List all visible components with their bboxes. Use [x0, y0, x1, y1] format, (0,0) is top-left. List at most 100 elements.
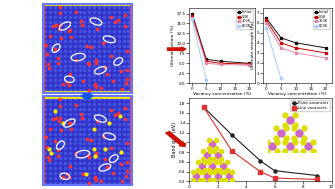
Point: [118, 162, 124, 165]
Point: [86, 181, 92, 184]
Point: [68, 29, 73, 32]
Point: [50, 24, 56, 27]
Point: [100, 134, 106, 137]
Initial: [218, 60, 222, 62]
300K: [190, 16, 194, 19]
Initial: [264, 16, 268, 19]
Point: [44, 43, 49, 46]
300K: [279, 47, 283, 49]
Point: [55, 62, 60, 65]
300K: [204, 62, 208, 64]
Point: [122, 25, 127, 28]
Point: [79, 116, 85, 119]
Point: [52, 109, 57, 112]
Point: [73, 59, 78, 62]
5GK: [264, 19, 268, 21]
Point: [46, 63, 51, 66]
Line: Line vacancies: Line vacancies: [202, 106, 319, 181]
Initial: [294, 42, 298, 44]
Point: [93, 83, 98, 86]
Line: Initial: Initial: [265, 16, 327, 49]
Point: [93, 152, 98, 155]
Point: [125, 170, 130, 173]
Point: [57, 98, 63, 101]
Point: [123, 106, 128, 109]
5GK: [190, 14, 194, 17]
Point: [91, 128, 96, 131]
Point: [86, 63, 91, 66]
Point: [47, 128, 53, 131]
600K: [279, 77, 283, 79]
Point: [81, 79, 86, 82]
Point: [79, 112, 84, 115]
Point: [68, 121, 73, 124]
5GK: [247, 63, 251, 65]
Y-axis label: Band gap (eV): Band gap (eV): [173, 122, 178, 157]
Point: [86, 154, 91, 157]
Point: [93, 85, 98, 88]
Point: [59, 129, 64, 132]
Point: [56, 120, 62, 123]
Point: [55, 154, 60, 157]
Point: [64, 80, 69, 83]
Point: [122, 118, 127, 121]
Point: [57, 116, 63, 119]
300K: [264, 22, 268, 24]
Line: 5GK: 5GK: [191, 14, 250, 65]
Point: [118, 70, 124, 73]
Legend: Initial, 5GK, 300K, 600K: Initial, 5GK, 300K, 600K: [313, 9, 330, 29]
Point: [86, 89, 92, 92]
Point: [84, 137, 89, 140]
Point: [124, 142, 130, 145]
Point: [113, 114, 118, 117]
Line vacancies: [259, 170, 263, 173]
Initial: [324, 47, 328, 49]
Point: [58, 105, 63, 108]
X-axis label: Vacancy concentration (%): Vacancy concentration (%): [193, 92, 251, 96]
Point vacancies: [201, 106, 205, 108]
Point: [79, 24, 85, 27]
Point: [44, 136, 49, 139]
Point vacancies: [259, 160, 263, 162]
Point: [74, 103, 79, 106]
Point: [98, 179, 104, 182]
Point: [125, 68, 130, 71]
Point: [57, 23, 63, 26]
Point: [91, 147, 96, 150]
Line: 300K: 300K: [191, 16, 250, 67]
Point: [45, 53, 50, 56]
Point: [102, 158, 108, 161]
Line: Initial: Initial: [191, 12, 250, 64]
Point: [93, 175, 98, 178]
Point: [125, 77, 130, 80]
Point: [57, 5, 63, 8]
Point: [67, 122, 72, 125]
Point: [100, 41, 106, 44]
Point: [93, 59, 98, 62]
5GK: [279, 42, 283, 44]
Point: [55, 56, 60, 59]
300K: [247, 64, 251, 66]
Point: [113, 21, 118, 24]
Point: [52, 140, 58, 143]
Point: [56, 27, 62, 30]
Legend: Initial, 5GK, 300K, 600K: Initial, 5GK, 300K, 600K: [236, 9, 253, 29]
Initial: [279, 37, 283, 39]
Point: [92, 155, 98, 158]
Point: [88, 139, 94, 142]
Point: [67, 29, 72, 32]
Point: [111, 172, 116, 175]
Line vacancies: [230, 150, 234, 152]
Line: 300K: 300K: [265, 21, 327, 59]
Point: [104, 73, 110, 76]
Point: [49, 151, 54, 154]
5GK: [218, 62, 222, 64]
Point: [47, 159, 52, 162]
Point: [60, 121, 66, 124]
Point: [47, 35, 53, 38]
300K: [294, 52, 298, 54]
Point: [55, 149, 60, 152]
Point: [119, 87, 125, 90]
Point: [125, 161, 130, 164]
Point: [59, 36, 64, 39]
